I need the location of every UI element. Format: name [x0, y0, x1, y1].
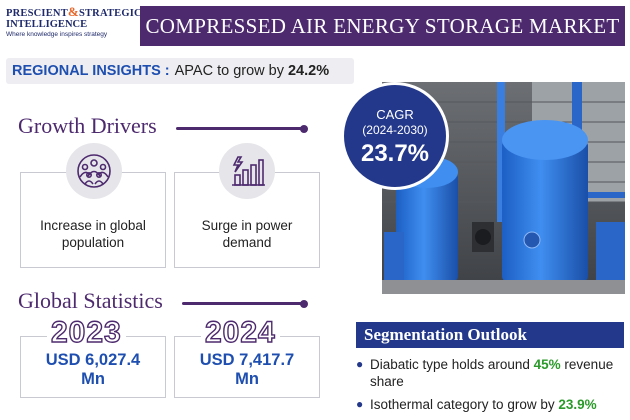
regional-insights-label: REGIONAL INSIGHTS : [12, 63, 170, 79]
segmentation-text: revenue share [370, 357, 614, 389]
logo-word-prescient: PRESCIENT [6, 8, 68, 19]
segmentation-item-text: Diabatic type holds around 45% revenue s… [356, 356, 626, 390]
segmentation-highlight: 45% [533, 357, 561, 372]
driver-card-text: Increase in global population [21, 217, 165, 251]
growth-drivers-divider-dot [300, 124, 308, 133]
regional-insights-value: 24.2% [287, 63, 330, 79]
global-statistics-divider [182, 302, 304, 305]
stat-value: USD 6,027.4 Mn [21, 351, 165, 389]
segmentation-heading: Segmentation Outlook [356, 322, 624, 348]
bullet-icon: ● [356, 357, 364, 371]
logo-name-line1: PRESCIENT&STRATEGIC [6, 4, 142, 20]
driver-text-line: demand [222, 235, 272, 250]
regional-insights-bar: REGIONAL INSIGHTS : APAC to grow by 24.2… [6, 58, 354, 84]
cagr-label: CAGR [376, 107, 414, 122]
growth-drivers-divider [176, 127, 304, 130]
cagr-period: (2024-2030) [362, 123, 428, 137]
logo-tagline: Where knowledge inspires strategy [6, 31, 108, 38]
stat-value-unit: Mn [235, 370, 259, 388]
stat-value: USD 7,417.7 Mn [175, 351, 319, 389]
stat-value-line: USD 6,027.4 [45, 351, 141, 369]
segmentation-item-text: Isothermal category to grow by 23.9% [356, 396, 626, 413]
segmentation-text: Isothermal category to grow by [370, 397, 555, 412]
segmentation-item: ● Diabatic type holds around 45% revenue… [356, 356, 626, 390]
bullet-icon: ● [356, 397, 364, 411]
page-title: COMPRESSED AIR ENERGY STORAGE MARKET [145, 13, 620, 38]
logo-word-intelligence: INTELLIGENCE [6, 19, 88, 30]
logo-ampersand: & [67, 4, 79, 19]
stat-year: 2024 [201, 315, 280, 350]
driver-text-line: Surge in power [201, 218, 293, 233]
company-logo: PRESCIENT&STRATEGIC INTELLIGENCE Where k… [6, 4, 142, 50]
global-statistics-heading: Global Statistics [18, 288, 163, 313]
driver-card-text: Surge in power demand [175, 217, 319, 251]
stat-value-line: USD 7,417.7 [199, 351, 295, 369]
segmentation-highlight: 23.9% [558, 397, 597, 412]
driver-text-line: population [61, 235, 125, 250]
regional-insights-text: APAC to grow by [174, 63, 284, 79]
growth-drivers-heading: Growth Drivers [18, 113, 157, 138]
title-banner: COMPRESSED AIR ENERGY STORAGE MARKET [140, 6, 625, 46]
cagr-badge: CAGR (2024-2030) 23.7% [341, 82, 449, 190]
stat-year: 2023 [47, 315, 126, 350]
segmentation-text: Diabatic type holds around [370, 357, 530, 372]
population-icon [66, 143, 122, 199]
global-statistics-divider-dot [300, 299, 308, 308]
segmentation-item: ● Isothermal category to grow by 23.9% [356, 396, 626, 413]
logo-word-strategic: STRATEGIC [78, 8, 142, 19]
stat-value-unit: Mn [81, 370, 105, 388]
cagr-value: 23.7% [360, 140, 430, 167]
power-growth-icon [219, 143, 275, 199]
driver-text-line: Increase in global [40, 218, 146, 233]
